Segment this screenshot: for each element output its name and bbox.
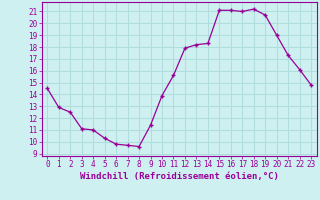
X-axis label: Windchill (Refroidissement éolien,°C): Windchill (Refroidissement éolien,°C): [80, 172, 279, 181]
